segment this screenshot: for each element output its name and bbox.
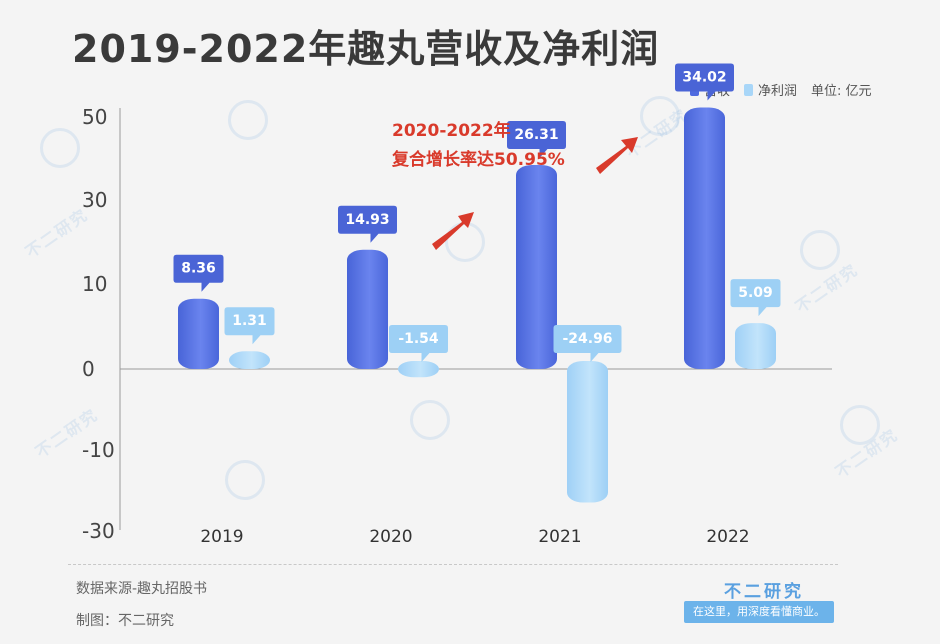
- bar-profit: [229, 351, 270, 369]
- watermark-logo: [800, 230, 840, 270]
- data-label-profit: -1.54: [398, 331, 439, 347]
- data-label-profit: -24.96: [562, 331, 612, 347]
- y-tick-label: 0: [82, 357, 95, 381]
- growth-arrow-icon: [596, 137, 638, 174]
- brand-slogan: 在这里，用深度看懂商业。: [684, 601, 834, 623]
- watermark-logo: [640, 96, 680, 136]
- x-tick-label: 2020: [369, 527, 412, 547]
- bar-revenue: [684, 107, 725, 370]
- y-tick-label: 10: [82, 272, 107, 296]
- data-label-profit: 5.09: [738, 285, 773, 301]
- data-label-revenue: 34.02: [682, 70, 726, 86]
- data-label-revenue: 14.93: [345, 212, 389, 228]
- legend-label-profit: 净利润: [758, 84, 798, 99]
- x-tick-label: 2019: [200, 527, 243, 547]
- watermark-logo: [40, 128, 80, 168]
- legend-item-profit: 净利润: [744, 80, 797, 99]
- annotation-line1: 2020-2022年: [392, 120, 511, 141]
- data-label-revenue: 8.36: [181, 261, 216, 277]
- data-label-box-revenue: [507, 120, 566, 158]
- source-note: 数据来源-趣丸招股书: [76, 581, 208, 597]
- chart-title: 2019-2022年趣丸营收及净利润: [72, 27, 660, 71]
- y-tick-label: 30: [82, 188, 107, 212]
- y-tick-label: -30: [82, 519, 115, 543]
- bar-revenue: [178, 298, 219, 369]
- data-label-box-profit: [553, 325, 622, 362]
- data-label-box-profit: [730, 279, 781, 317]
- watermark-logo: [410, 400, 450, 440]
- data-label-box-revenue: [675, 63, 734, 101]
- bar-profit: [735, 323, 776, 369]
- growth-arrow-icon: [432, 212, 474, 250]
- maker-note: 制图：不二研究: [76, 613, 174, 629]
- bar-revenue: [516, 164, 557, 369]
- bar-profit: [567, 361, 608, 503]
- y-tick-label: 50: [82, 105, 107, 129]
- data-label-box-revenue: [173, 254, 224, 292]
- brand-name: 不二研究: [724, 582, 804, 602]
- chart-canvas: 50 30 10 0 -10 -30 8.36 1.31 14.93 -1.54 26.31 -24…: [82, 63, 832, 547]
- y-tick-label: -10: [82, 438, 115, 462]
- watermark-logo: [840, 405, 880, 445]
- watermark-logo: [228, 100, 268, 140]
- annotation-line2: 复合增长率达50.95%: [391, 149, 565, 170]
- data-label-box-profit: [389, 325, 448, 362]
- x-tick-label: 2021: [538, 527, 581, 547]
- footer-divider: [68, 564, 838, 565]
- bar-profit: [398, 361, 439, 378]
- data-label-profit: 1.31: [232, 313, 267, 329]
- data-label-box-profit: [224, 307, 275, 345]
- legend-swatch-profit: [744, 83, 754, 96]
- x-tick-label: 2022: [706, 527, 749, 547]
- data-label-revenue: 26.31: [514, 127, 558, 143]
- watermark-logo: [225, 460, 265, 500]
- data-label-box-revenue: [338, 205, 397, 243]
- bar-revenue: [347, 249, 388, 369]
- unit-label: 单位: 亿元: [811, 84, 872, 99]
